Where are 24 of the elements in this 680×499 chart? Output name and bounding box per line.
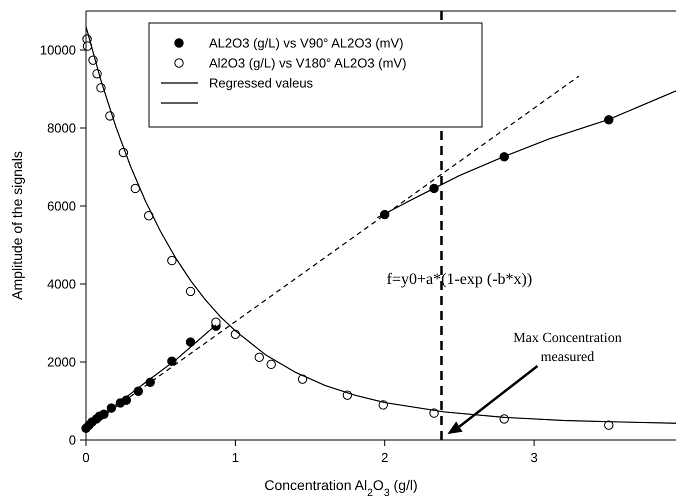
point [211,318,221,327]
point [167,256,177,266]
x-tick-label: 2 [381,450,388,465]
legend-label: AL2O3 (g/L) vs V90° AL2O3 (mV) [209,36,404,50]
y-tick-label: 8000 [47,120,76,136]
legend-label: Regressed valeus [209,76,314,90]
y-tick-label: 4000 [47,276,76,292]
y-tick-label: 10000 [40,42,76,58]
y-axis-title: Amplitude of the signals [9,151,25,300]
x-axis-title: Concentration Al$_{2}$O$_{3}$ (g/l) [264,477,418,499]
legend-label: Al2O3 (g/L) vs V180° AL2O3 (mV) [209,56,406,70]
annotation: f=y0+a*(1-exp (-b*x)) [386,271,532,288]
y-tick-label: 6000 [47,198,76,214]
x-tick-label: 1 [232,450,239,465]
point [254,352,264,362]
point [130,184,140,194]
x-tick-label: 0 [82,450,90,465]
point [266,360,276,370]
point [186,286,196,296]
annotation: Max Concentration measured [513,331,622,365]
point [144,211,154,220]
y-tick-label: 2000 [47,354,76,370]
x-tick-label: 3 [530,450,538,465]
y-tick-label: 0 [68,432,76,448]
